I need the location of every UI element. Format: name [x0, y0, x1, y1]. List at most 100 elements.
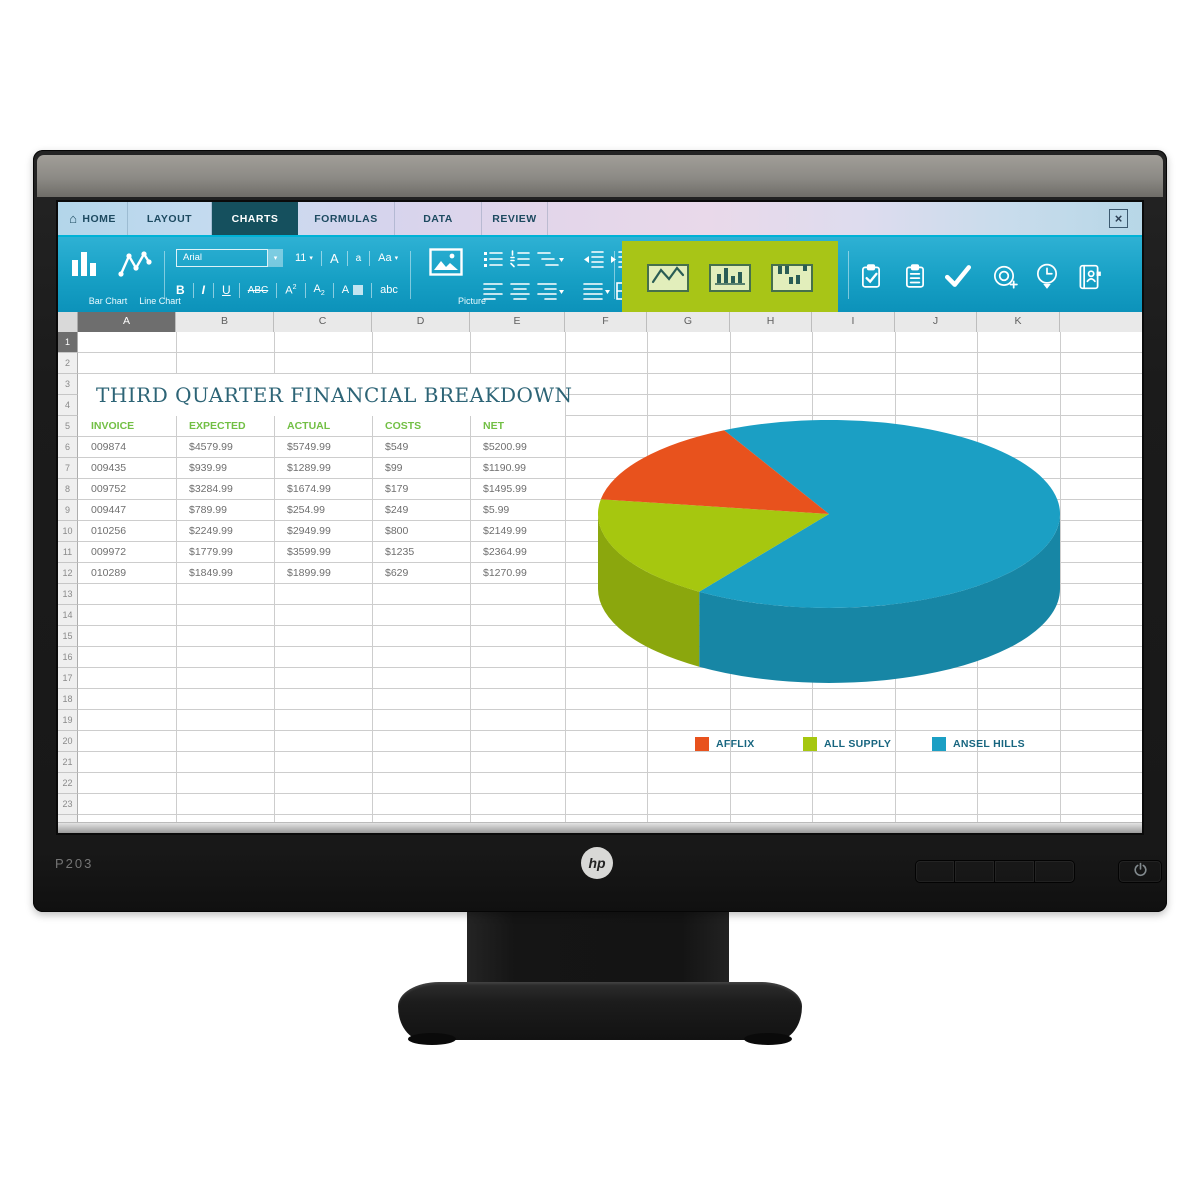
row-header-13[interactable]: 13: [58, 584, 78, 605]
chart-scatter-thumbnail-button[interactable]: [771, 263, 813, 292]
table-cell[interactable]: $939.99: [189, 462, 227, 474]
row-header-4[interactable]: 4: [58, 395, 78, 416]
clipboard-list-icon[interactable]: [902, 263, 928, 294]
table-cell[interactable]: $5749.99: [287, 441, 331, 453]
row-header-1[interactable]: 1: [58, 332, 78, 353]
row-header-23[interactable]: 23: [58, 794, 78, 815]
close-icon[interactable]: ×: [1109, 209, 1128, 228]
row-header-17[interactable]: 17: [58, 668, 78, 689]
table-cell[interactable]: $4579.99: [189, 441, 233, 453]
bullet-list-icon[interactable]: [482, 249, 504, 274]
table-cell[interactable]: $629: [385, 567, 409, 579]
tab-charts[interactable]: CHARTS: [212, 202, 298, 235]
chart-bars-thumbnail-button[interactable]: [709, 263, 751, 292]
column-header-J[interactable]: J: [895, 312, 977, 332]
target-icon[interactable]: [990, 263, 1018, 296]
table-cell[interactable]: $179: [385, 483, 409, 495]
column-header-B[interactable]: B: [176, 312, 274, 332]
underline-button[interactable]: U: [222, 283, 231, 297]
row-header-21[interactable]: 21: [58, 752, 78, 773]
column-header-A[interactable]: A: [78, 312, 176, 332]
osd-button-4[interactable]: [1035, 860, 1075, 883]
table-cell[interactable]: 009752: [91, 483, 127, 495]
clear-formatting-button[interactable]: abc: [380, 284, 398, 296]
chart-line-thumbnail-button[interactable]: [647, 263, 689, 292]
table-cell[interactable]: $5.99: [483, 504, 510, 516]
clipboard-check-icon[interactable]: [858, 263, 884, 294]
row-header-8[interactable]: 8: [58, 479, 78, 500]
tab-layout[interactable]: LAYOUT: [128, 202, 212, 235]
table-cell[interactable]: 009874: [91, 441, 127, 453]
table-cell[interactable]: 009435: [91, 462, 127, 474]
row-header-18[interactable]: 18: [58, 689, 78, 710]
row-header-12[interactable]: 12: [58, 563, 78, 584]
table-cell[interactable]: $1289.99: [287, 462, 331, 474]
table-cell[interactable]: 009972: [91, 546, 127, 558]
row-header-5[interactable]: 5: [58, 416, 78, 437]
numbered-list-icon[interactable]: [509, 249, 531, 274]
strikethrough-button[interactable]: ABC: [247, 284, 269, 296]
table-cell[interactable]: $789.99: [189, 504, 227, 516]
row-header-partial[interactable]: [58, 815, 78, 822]
table-cell[interactable]: $549: [385, 441, 409, 453]
align-right-icon[interactable]: [536, 281, 564, 306]
tab-home[interactable]: ⌂ HOME: [58, 202, 128, 235]
row-header-20[interactable]: 20: [58, 731, 78, 752]
font-dropdown-icon[interactable]: ▾: [268, 249, 283, 267]
select-all-corner[interactable]: [58, 312, 78, 332]
osd-button-2[interactable]: [955, 860, 995, 883]
table-cell[interactable]: $1779.99: [189, 546, 233, 558]
table-cell[interactable]: $1235: [385, 546, 415, 558]
subscript-button[interactable]: A2: [313, 282, 325, 298]
clock-icon[interactable]: [1034, 263, 1060, 296]
row-header-22[interactable]: 22: [58, 773, 78, 794]
cell-grid[interactable]: 1 2 3 4 5 6 7 8 9 10 11 12 13 14 15 16 17 18 19 20 21 22 23 AF…: [58, 332, 1142, 822]
tab-review[interactable]: REVIEW: [482, 202, 548, 235]
tab-formulas[interactable]: FORMULAS: [298, 202, 395, 235]
case-dropdown-icon[interactable]: ▾: [394, 255, 399, 262]
italic-button[interactable]: I: [201, 283, 206, 297]
table-cell[interactable]: $1270.99: [483, 567, 527, 579]
power-button[interactable]: [1118, 860, 1162, 883]
row-header-15[interactable]: 15: [58, 626, 78, 647]
table-cell[interactable]: $1899.99: [287, 567, 331, 579]
table-cell[interactable]: $1849.99: [189, 567, 233, 579]
lowercase-button[interactable]: a: [355, 252, 362, 264]
table-cell[interactable]: $1674.99: [287, 483, 331, 495]
table-cell[interactable]: 009447: [91, 504, 127, 516]
align-left-icon[interactable]: [482, 281, 504, 306]
justify-icon[interactable]: [582, 281, 610, 306]
table-cell[interactable]: $254.99: [287, 504, 325, 516]
highlight-color-button[interactable]: A: [342, 284, 364, 296]
table-cell[interactable]: $3284.99: [189, 483, 233, 495]
table-cell[interactable]: 010256: [91, 525, 127, 537]
column-header-G[interactable]: G: [647, 312, 730, 332]
table-cell[interactable]: $1495.99: [483, 483, 527, 495]
table-cell[interactable]: $2364.99: [483, 546, 527, 558]
align-center-icon[interactable]: [509, 281, 531, 306]
table-cell[interactable]: $2249.99: [189, 525, 233, 537]
line-chart-button[interactable]: Line Chart: [110, 246, 181, 306]
bold-button[interactable]: B: [176, 283, 185, 297]
row-header-11[interactable]: 11: [58, 542, 78, 563]
tab-data[interactable]: DATA: [395, 202, 482, 235]
row-header-16[interactable]: 16: [58, 647, 78, 668]
table-cell[interactable]: $249: [385, 504, 409, 516]
font-name-input[interactable]: Arial: [176, 249, 268, 267]
multilevel-list-icon[interactable]: [536, 249, 564, 274]
outdent-icon[interactable]: [582, 249, 604, 274]
row-header-14[interactable]: 14: [58, 605, 78, 626]
row-header-7[interactable]: 7: [58, 458, 78, 479]
bar-chart-button[interactable]: Bar Chart: [62, 246, 127, 306]
column-header-C[interactable]: C: [274, 312, 372, 332]
table-cell[interactable]: $3599.99: [287, 546, 331, 558]
table-cell[interactable]: $2149.99: [483, 525, 527, 537]
row-header-9[interactable]: 9: [58, 500, 78, 521]
superscript-button[interactable]: A2: [285, 283, 297, 297]
checkmark-icon[interactable]: [944, 263, 972, 294]
table-cell[interactable]: 010289: [91, 567, 127, 579]
column-header-partial[interactable]: [1060, 312, 1142, 332]
row-header-2[interactable]: 2: [58, 353, 78, 374]
column-header-F[interactable]: F: [565, 312, 647, 332]
row-header-6[interactable]: 6: [58, 437, 78, 458]
